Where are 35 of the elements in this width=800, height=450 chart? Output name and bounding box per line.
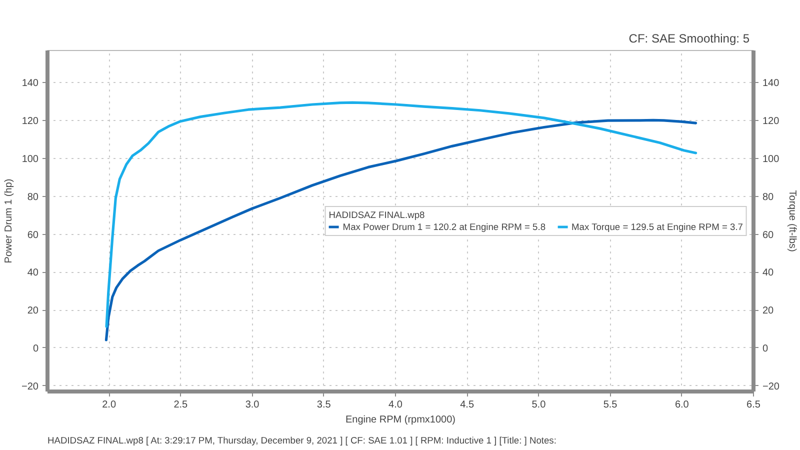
y2-tick-label: 100	[762, 154, 780, 165]
y-tick-label: 20	[27, 306, 39, 317]
x-tick-label: 5.5	[603, 400, 618, 410]
y2-axis-title: Torque (ft-lbs)	[786, 190, 798, 252]
y-axis-title: Power Drum 1 (hp)	[4, 178, 15, 264]
y2-tick-label: 140	[762, 78, 780, 90]
y-tick-label: 60	[27, 230, 39, 241]
x-tick-label: 3.0	[245, 400, 260, 410]
x-tick-label: 6.5	[746, 400, 761, 410]
y-tick-label: 100	[22, 154, 39, 165]
x-tick-label: 2.0	[102, 400, 116, 410]
y2-tick-label: −20	[762, 381, 780, 392]
x-tick-label: 4.5	[460, 400, 474, 410]
x-tick-label: 5.0	[532, 400, 546, 410]
text: HADIDSAZ FINAL.wp8 [ At: 3:29:17 PM, Thursday, December 9, 2021 ] [ CF: SAE 1.01 ] [ RPM: Inductive 1 ] [Title: ] Notes:	[48, 436, 556, 446]
x-axis-title: Engine RPM (rpmx1000)	[345, 414, 456, 426]
y2-tick-label: 120	[762, 116, 780, 128]
x-tick-label: 2.5	[174, 400, 188, 410]
y-tick-label: 120	[22, 116, 39, 128]
x-tick-label: 4.0	[388, 400, 403, 410]
y2-tick-label: 0	[762, 343, 768, 354]
legend-label: Max Power Drum 1 = 120.2 at Engine RPM = 5.8	[342, 222, 546, 232]
y2-tick-label: 60	[762, 230, 774, 241]
y-tick-label: 140	[22, 78, 39, 90]
y2-tick-label: 40	[762, 268, 774, 279]
y2-tick-label: 20	[762, 306, 774, 317]
y2-tick-label: 80	[762, 192, 774, 203]
x-tick-label: 6.0	[674, 400, 690, 410]
legend-title: HADIDSAZ FINAL.wp8	[328, 210, 426, 220]
y-tick-label: 40	[27, 268, 39, 279]
y-tick-label: −20	[22, 381, 39, 392]
x-tick-label: 3.5	[316, 400, 332, 410]
y-tick-label: 80	[27, 192, 39, 203]
y-tick-label: 0	[32, 343, 39, 354]
chart-subtitle: CF: SAE Smoothing: 5	[628, 32, 750, 46]
